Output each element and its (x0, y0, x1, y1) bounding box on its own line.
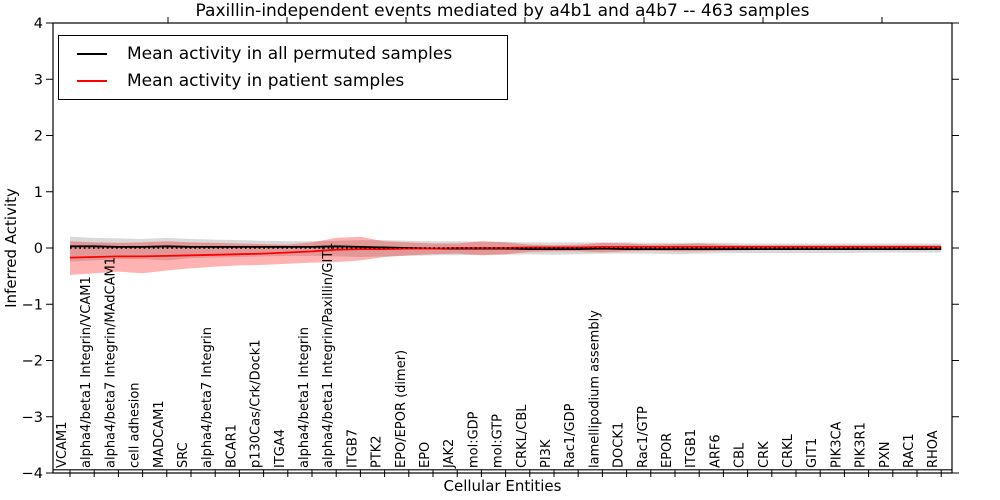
x-tick-label: alpha4/beta7 Integrin/MAdCAM1 (103, 257, 118, 468)
x-tick-label: SRC (176, 442, 191, 468)
x-tick-label: PTK2 (370, 435, 385, 468)
x-tick-label: Rac1/GTP (636, 406, 651, 468)
x-tick-label: ITGB1 (684, 429, 699, 468)
x-tick-label: EPO (418, 442, 433, 468)
y-axis-label: Inferred Activity (2, 188, 20, 308)
legend-line-swatch-patient (77, 80, 107, 83)
x-tick-label: ITGB7 (345, 429, 360, 468)
x-tick-label: VCAM1 (55, 422, 70, 468)
y-tick-label: 1 (34, 185, 43, 201)
x-tick-label: PIK3CA (829, 421, 844, 468)
x-tick-label: CRKL (781, 433, 796, 468)
x-tick-label: PI3K (539, 439, 554, 468)
x-tick-label: alpha4/beta1 Integrin (297, 327, 312, 468)
legend-entry-permuted: Mean activity in all permuted samples (77, 44, 507, 64)
y-tick-label: −3 (22, 410, 43, 426)
x-tick-label: p130Cas/Crk/Dock1 (249, 339, 264, 468)
x-tick-label: RAC1 (902, 433, 917, 468)
y-tick-label: 3 (34, 72, 43, 88)
x-tick-label: lamellipodium assembly (587, 310, 602, 468)
x-tick-label: Rac1/GDP (563, 403, 578, 468)
y-tick-label: −2 (22, 354, 43, 370)
x-tick-label: alpha4/beta1 Integrin/Paxillin/GIT1 (321, 242, 336, 468)
x-tick-label: mol:GDP (466, 411, 481, 468)
legend-entry-patient: Mean activity in patient samples (77, 71, 507, 91)
x-axis-label: Cellular Entities (443, 477, 562, 495)
x-tick-label: CBL (733, 442, 748, 468)
x-tick-label: cell adhesion (128, 382, 143, 468)
y-tick-label: 4 (34, 16, 43, 32)
x-tick-label: ARF6 (708, 434, 723, 468)
x-tick-label: ITGA4 (273, 429, 288, 468)
x-tick-label: PXN (878, 442, 893, 468)
y-tick-label: −1 (22, 297, 43, 313)
x-tick-label: EPOR (660, 433, 675, 468)
legend-label-permuted: Mean activity in all permuted samples (127, 43, 453, 64)
x-tick-label: alpha4/beta7 Integrin (200, 327, 215, 468)
legend-line-swatch-permuted (77, 52, 107, 55)
chart-title: Paxillin-independent events mediated by … (195, 1, 810, 21)
x-tick-label: EPO/EPOR (dimer) (394, 350, 409, 468)
legend-label-patient: Mean activity in patient samples (127, 71, 405, 92)
y-tick-label: 0 (34, 241, 43, 257)
x-tick-label: PIK3R1 (854, 422, 869, 468)
legend: Mean activity in all permuted samples Me… (58, 35, 508, 100)
x-tick-label: mol:GTP (491, 414, 506, 468)
patient-mean-line (69, 245, 942, 259)
x-tick-label: DOCK1 (612, 422, 627, 468)
x-tick-label: JAK2 (442, 439, 457, 469)
y-tick-label: 2 (34, 129, 43, 145)
x-tick-label: BCAR1 (224, 424, 239, 468)
x-tick-label: RHOA (926, 430, 941, 468)
x-tick-label: CRKL/CBL (515, 404, 530, 468)
x-tick-label: MADCAM1 (152, 400, 167, 468)
x-tick-label: CRK (757, 441, 772, 468)
x-tick-label: alpha4/beta1 Integrin/VCAM1 (79, 276, 94, 468)
y-tick-label: −4 (22, 466, 43, 482)
x-tick-label: GIT1 (805, 438, 820, 468)
